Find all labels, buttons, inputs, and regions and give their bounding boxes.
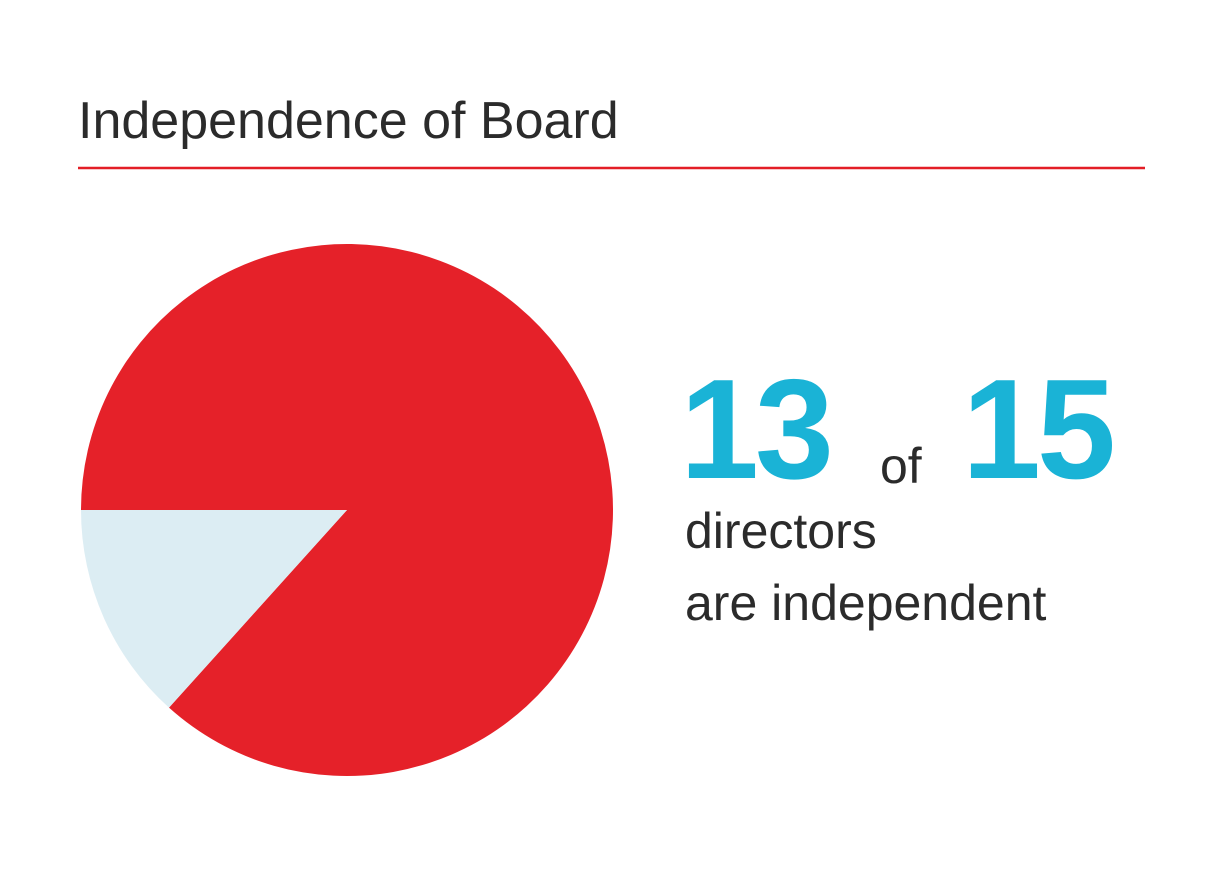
connector: of xyxy=(880,438,922,494)
caption: are independent xyxy=(685,575,1047,631)
total: 15 xyxy=(962,350,1113,509)
chart-title: Independence of Board xyxy=(78,92,619,150)
pie xyxy=(81,243,613,776)
pie-slice xyxy=(81,510,347,708)
count: 13 xyxy=(680,350,830,509)
caption: directors xyxy=(685,503,877,559)
pie-slice xyxy=(81,243,613,776)
